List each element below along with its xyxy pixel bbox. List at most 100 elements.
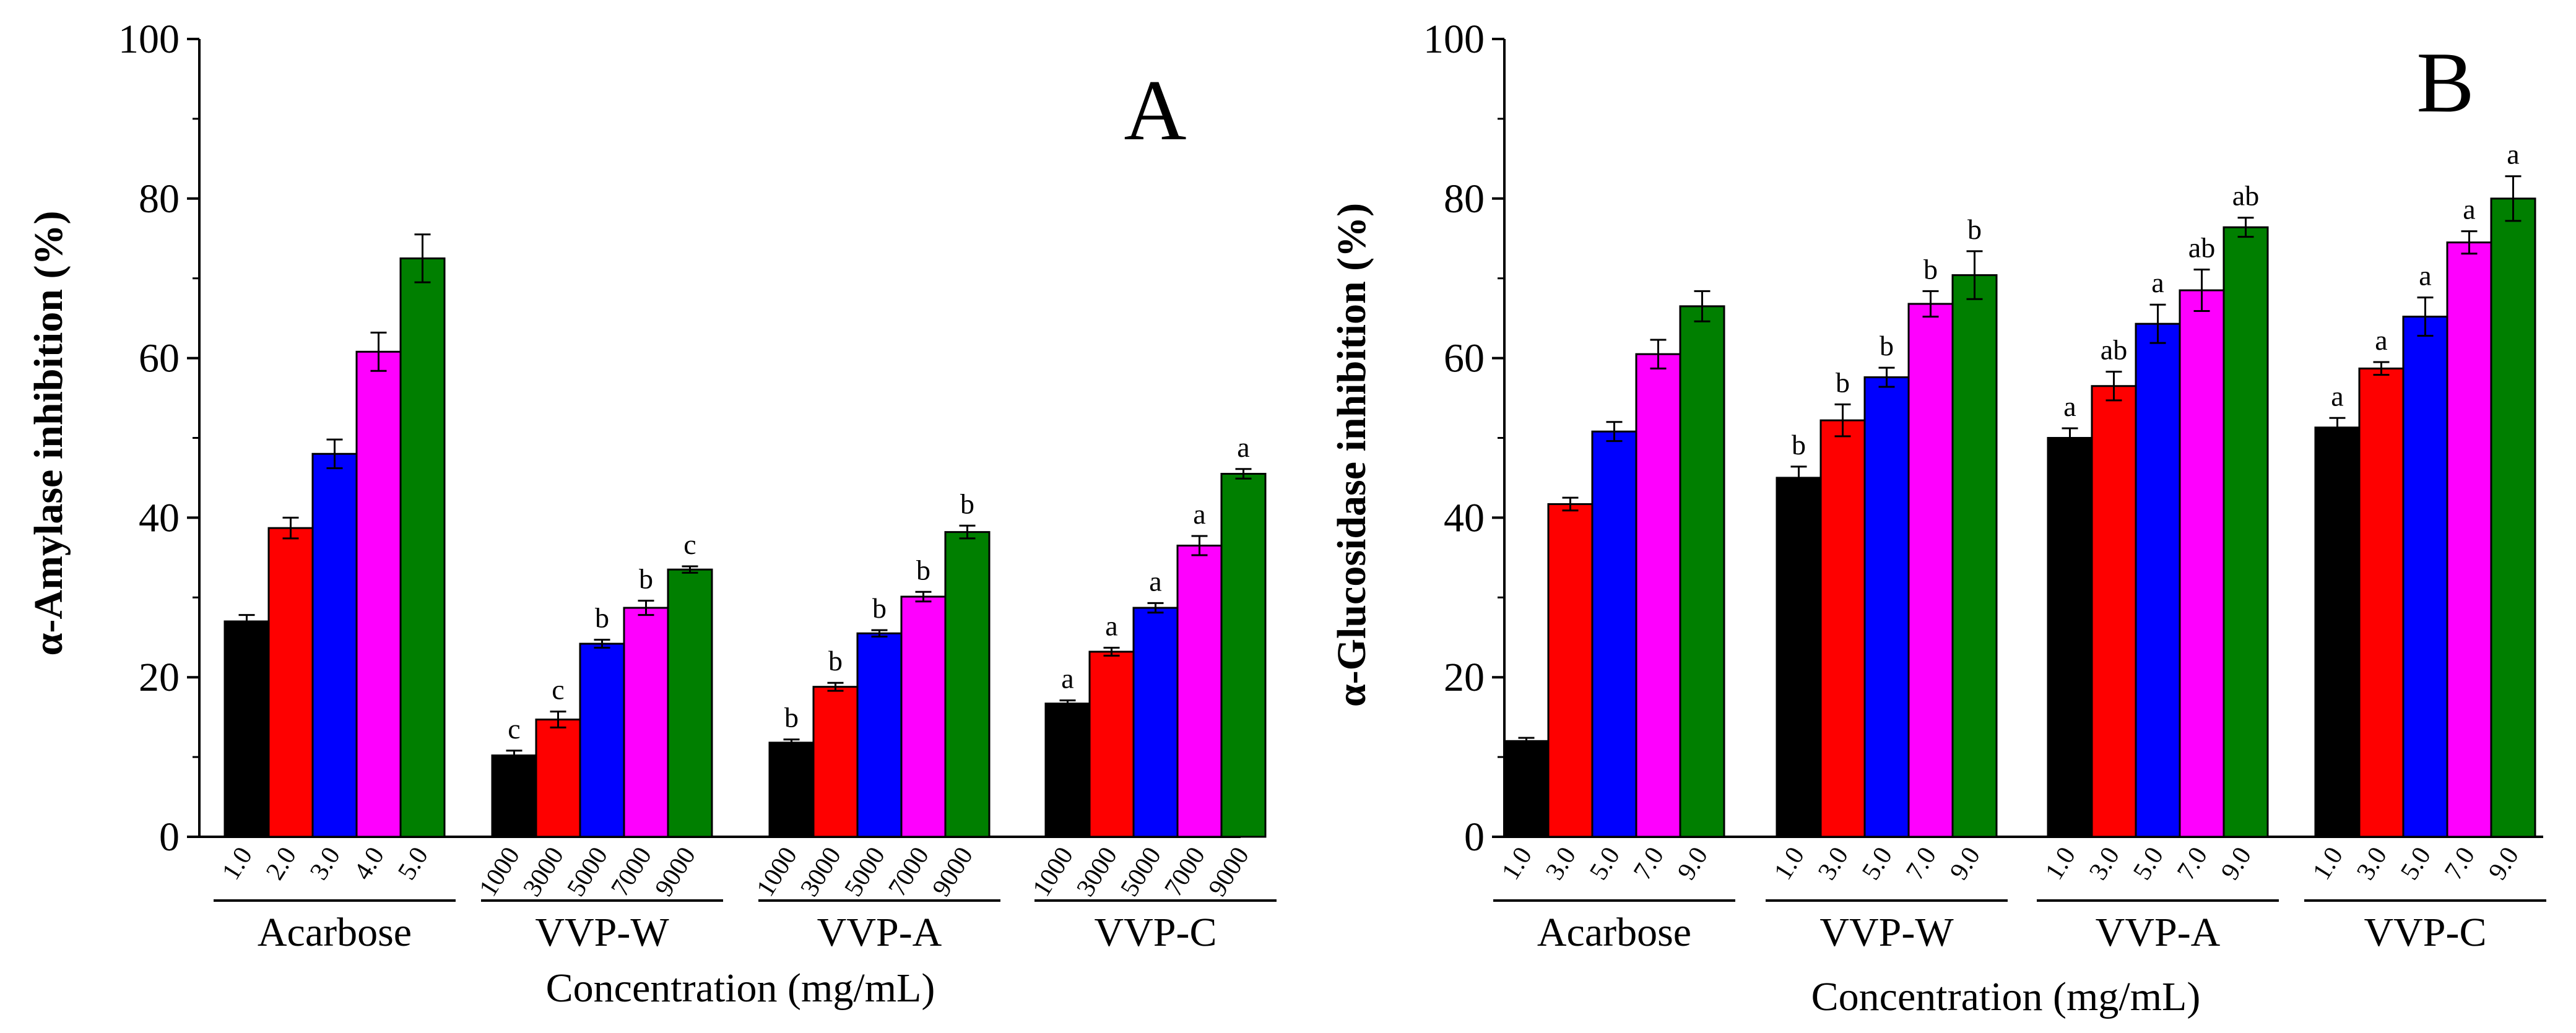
significance-label: b: [1923, 253, 1938, 285]
x-tick-label: 1000: [751, 842, 803, 902]
group-label: VVP-W: [535, 910, 669, 955]
x-tick-label: 5.0: [2128, 842, 2169, 885]
x-tick-label: 1.0: [1769, 842, 1810, 885]
x-tick-label: 1000: [474, 842, 526, 902]
x-tick-label: 5.0: [1584, 842, 1626, 885]
x-tick-label: 9.0: [2216, 842, 2257, 885]
group-label: VVP-W: [1819, 910, 1954, 955]
x-tick-label: 2.0: [261, 842, 302, 885]
bar: [2490, 197, 2536, 838]
y-tick-label: 60: [139, 336, 180, 381]
bar: [1044, 702, 1091, 838]
panel-letter: A: [1124, 63, 1186, 158]
significance-label: a: [2463, 194, 2475, 225]
bar: [2223, 226, 2269, 838]
bar: [2047, 437, 2093, 838]
x-tick-label: 1.0: [2307, 842, 2349, 885]
x-tick-label: 3000: [1071, 842, 1123, 902]
bar: [856, 632, 903, 838]
significance-label: b: [1880, 330, 1894, 361]
y-tick-label: 80: [1444, 176, 1485, 222]
x-tick-label: 1.0: [1496, 842, 1538, 885]
significance-label: b: [595, 602, 609, 634]
bar: [1951, 274, 1998, 838]
group-label: VVP-A: [817, 910, 942, 955]
group-label: VVP-A: [2096, 910, 2221, 955]
bar: [623, 607, 669, 838]
significance-label: b: [1967, 214, 1982, 245]
bar: [223, 620, 270, 838]
bar: [267, 527, 314, 838]
bar: [2402, 316, 2448, 838]
x-tick-label: 1.0: [2040, 842, 2081, 885]
bar: [2091, 385, 2137, 838]
significance-label: a: [1193, 498, 1205, 530]
x-tick-label: 7000: [1159, 842, 1211, 902]
y-axis-title: α-Amylase inhibition (%): [26, 211, 71, 656]
bar: [355, 350, 402, 838]
x-axis-title: Concentration (mg/mL): [1811, 974, 2201, 1019]
x-tick-label: 1.0: [217, 842, 258, 885]
significance-label: b: [1792, 429, 1806, 460]
significance-label: b: [960, 488, 974, 519]
x-tick-label: 9.0: [1945, 842, 1986, 885]
bar: [1591, 430, 1637, 838]
significance-label: a: [1149, 565, 1161, 597]
bar: [1132, 607, 1179, 838]
significance-label: ab: [2232, 180, 2259, 212]
y-tick-label: 80: [139, 176, 180, 222]
significance-label: ab: [2188, 232, 2215, 264]
significance-label: c: [552, 674, 564, 706]
bar: [768, 741, 815, 838]
x-tick-label: 9000: [927, 842, 979, 902]
significance-label: a: [2063, 391, 2076, 422]
bar: [2358, 367, 2405, 838]
x-axis-title: Concentration (mg/mL): [546, 966, 935, 1011]
significance-label: a: [2507, 139, 2519, 170]
x-tick-label: 3.0: [305, 842, 346, 885]
bar: [1547, 503, 1594, 838]
x-tick-label: 5000: [562, 842, 614, 902]
panel-letter: B: [2416, 35, 2474, 131]
x-tick-label: 7000: [883, 842, 935, 902]
bar: [1503, 740, 1550, 838]
bar: [2135, 322, 2181, 838]
bar: [1176, 545, 1223, 838]
x-tick-label: 7.0: [1901, 842, 1942, 885]
y-tick-label: 0: [159, 815, 180, 860]
y-tick-label: 20: [1444, 655, 1485, 700]
x-tick-label: 7000: [605, 842, 657, 902]
significance-label: a: [1061, 663, 1073, 694]
group-label: Acarbose: [1537, 910, 1691, 955]
y-tick-label: 40: [1444, 495, 1485, 540]
significance-label: a: [2419, 260, 2431, 292]
bar: [1907, 303, 1954, 838]
significance-label: b: [872, 592, 887, 624]
chart-panel-a: 0 20 40 60 80 100 1.0 2.0 3.0 4.0 5.0 Acarbose c 1000…: [26, 17, 1277, 1011]
x-tick-label: 9000: [1203, 842, 1255, 902]
bar: [399, 257, 446, 838]
bar: [1819, 419, 1866, 838]
x-tick-label: 3.0: [2084, 842, 2125, 885]
x-tick-label: 7.0: [2439, 842, 2481, 885]
y-tick-label: 100: [1423, 17, 1485, 62]
bar: [1679, 305, 1725, 838]
significance-label: a: [1237, 431, 1249, 463]
bar: [535, 719, 581, 838]
bar: [579, 642, 625, 838]
bar: [2446, 241, 2492, 838]
significance-label: b: [916, 554, 930, 586]
significance-label: a: [2151, 267, 2164, 298]
x-tick-label: 5.0: [1857, 842, 1898, 885]
x-tick-label: 3.0: [1813, 842, 1854, 885]
x-tick-label: 5.0: [2395, 842, 2437, 885]
x-tick-label: 9000: [649, 842, 701, 902]
y-tick-label: 20: [139, 655, 180, 700]
x-tick-label: 5000: [1115, 842, 1167, 902]
x-tick-label: 9.0: [1672, 842, 1714, 885]
bar: [491, 754, 537, 838]
group-label: Acarbose: [258, 910, 412, 955]
x-tick-label: 5000: [839, 842, 891, 902]
x-tick-label: 3.0: [1540, 842, 1582, 885]
